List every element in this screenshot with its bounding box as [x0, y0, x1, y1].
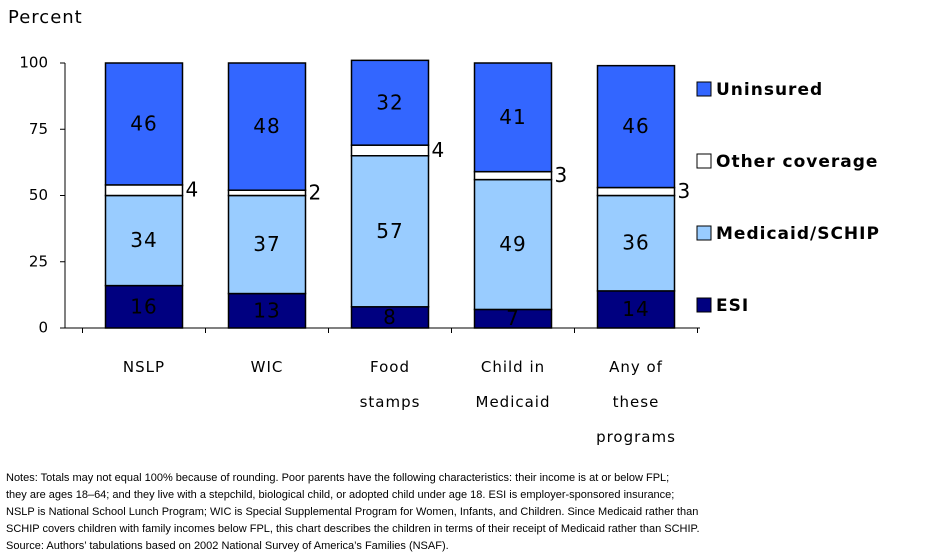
y-tick-label: 50	[29, 186, 48, 204]
value-label: 37	[253, 232, 280, 256]
x-tick-label: Any of these programs	[596, 358, 676, 446]
x-tick-label-line: Medicaid	[476, 393, 551, 411]
value-label: 48	[253, 114, 280, 138]
legend-label: ESI	[716, 296, 749, 316]
note: Source: Authors’ tabulations based on 20…	[6, 540, 449, 552]
x-tick-label-line: stamps	[360, 393, 421, 411]
y-tick-label: 25	[29, 252, 48, 270]
value-label: 49	[499, 232, 526, 256]
legend-swatch	[696, 297, 712, 313]
note: SCHIP covers children with family income…	[6, 523, 700, 535]
legend-label: Medicaid/SCHIP	[716, 224, 880, 244]
bar-segment	[104, 184, 184, 197]
value-label: 32	[376, 90, 403, 114]
bar-segment	[473, 62, 553, 173]
value-label: 4	[186, 178, 200, 202]
legend-label: Uninsured	[716, 80, 823, 100]
bar-segment	[596, 64, 676, 189]
bar-segment	[104, 284, 184, 329]
bar-segment	[104, 62, 184, 186]
bar-segment	[227, 194, 307, 295]
x-tick-label: WIC	[251, 358, 284, 376]
x-tick-label: Food stamps	[360, 358, 421, 411]
value-label: 2	[309, 180, 323, 204]
bar-segment	[473, 170, 553, 181]
x-tick-label: Child in Medicaid	[476, 358, 551, 411]
value-label: 57	[376, 219, 403, 243]
bar-segment	[596, 290, 676, 329]
bar-segment	[350, 144, 430, 157]
value-label: 14	[622, 297, 649, 321]
x-tick-label-line: programs	[596, 428, 676, 446]
note: they are ages 18–64; and they live with …	[6, 489, 674, 501]
x-tick-label-line: Child in	[481, 358, 545, 376]
legend-label: Other coverage	[716, 152, 878, 172]
x-tick-label-line: Food	[370, 358, 410, 376]
note: Notes: Totals may not equal 100% because…	[6, 472, 669, 484]
value-label: 36	[622, 231, 649, 255]
value-label: 3	[555, 163, 569, 187]
value-label: 7	[506, 306, 520, 330]
legend-swatch	[696, 153, 712, 169]
value-label: 3	[678, 179, 692, 203]
note: NSLP is National School Lunch Program; W…	[6, 506, 698, 518]
x-tick-label-line: Any of	[609, 358, 663, 376]
bar-segment	[227, 62, 307, 191]
x-tick-label: NSLP	[123, 358, 165, 376]
bar-segment	[473, 178, 553, 311]
value-label: 46	[622, 114, 649, 138]
value-label: 34	[130, 228, 157, 252]
bar-segment	[227, 189, 307, 197]
value-label: 41	[499, 105, 526, 129]
bar-segment	[350, 59, 430, 146]
x-tick-label-line: WIC	[251, 358, 284, 376]
legend-swatch	[696, 225, 712, 241]
bar-segment	[104, 194, 184, 287]
y-tick-label: 75	[29, 120, 48, 138]
value-label: 8	[383, 305, 397, 329]
value-label: 16	[130, 294, 157, 318]
x-tick-label-line: NSLP	[123, 358, 165, 376]
value-label: 46	[130, 111, 157, 135]
x-tick-label-line: these	[613, 393, 660, 411]
legend-swatch	[696, 81, 712, 97]
y-axis-title: Percent	[8, 7, 83, 28]
bar-segment	[596, 186, 676, 197]
y-tick-label: 0	[38, 319, 48, 337]
value-label: 13	[253, 298, 280, 322]
value-label: 4	[432, 138, 446, 162]
bar-segment	[596, 194, 676, 292]
bar-segment	[227, 292, 307, 329]
y-tick-label: 100	[19, 54, 48, 72]
